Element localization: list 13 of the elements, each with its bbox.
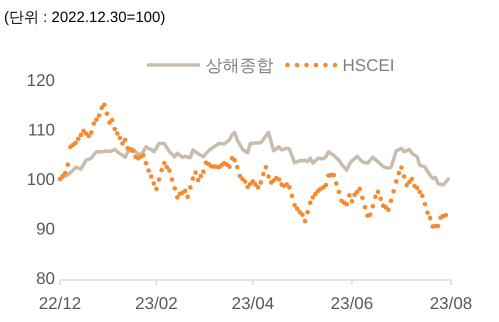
y-tick-label: 90 <box>36 220 55 238</box>
legend-label: 상해종합 <box>206 56 274 75</box>
legend-label: HSCEI <box>342 56 394 75</box>
y-tick-label: 80 <box>36 269 55 288</box>
x-tick-label: 23/08 <box>430 294 472 313</box>
chart-title: (단위 : 2022.12.30=100) <box>4 9 166 26</box>
y-tick-label: 110 <box>28 120 55 140</box>
x-tick-label: 23/02 <box>135 294 178 313</box>
x-tick-label: 23/04 <box>232 294 274 313</box>
x-tick-label: 22/12 <box>38 294 82 313</box>
x-tick-label: 23/06 <box>330 294 374 313</box>
y-tick-label: 120 <box>26 71 55 90</box>
y-tick-label: 100 <box>26 170 55 189</box>
